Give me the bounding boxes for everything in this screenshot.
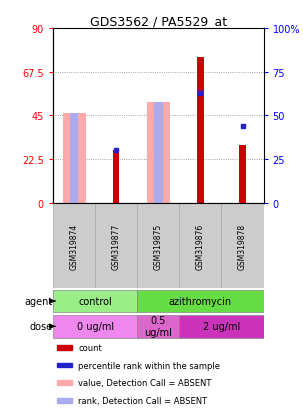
Bar <box>53 290 137 313</box>
Bar <box>57 398 72 403</box>
Bar <box>95 203 137 289</box>
Bar <box>62 114 86 203</box>
Text: 0 ug/ml: 0 ug/ml <box>77 321 114 332</box>
Bar <box>137 315 179 338</box>
Bar <box>154 102 162 203</box>
Text: agent: agent <box>24 296 52 306</box>
Bar <box>239 145 246 203</box>
Bar <box>147 102 170 203</box>
Bar <box>70 114 78 203</box>
Text: 0.5
ug/ml: 0.5 ug/ml <box>145 316 172 337</box>
Bar <box>57 380 72 385</box>
Text: GSM319878: GSM319878 <box>238 223 247 269</box>
Bar <box>197 58 204 203</box>
Text: GSM319875: GSM319875 <box>154 223 163 269</box>
Text: GSM319874: GSM319874 <box>70 223 78 269</box>
Text: rank, Detection Call = ABSENT: rank, Detection Call = ABSENT <box>78 396 208 405</box>
Bar <box>137 290 264 313</box>
Bar <box>53 203 95 289</box>
Bar <box>137 203 179 289</box>
Text: count: count <box>78 343 102 352</box>
Text: control: control <box>78 296 112 306</box>
Text: dose: dose <box>29 321 52 332</box>
Text: value, Detection Call = ABSENT: value, Detection Call = ABSENT <box>78 378 212 387</box>
Text: azithromycin: azithromycin <box>169 296 232 306</box>
Bar <box>179 203 221 289</box>
Text: 2 ug/ml: 2 ug/ml <box>203 321 240 332</box>
Bar <box>179 315 264 338</box>
Bar <box>57 363 72 368</box>
Text: GSM319876: GSM319876 <box>196 223 205 269</box>
Bar <box>113 151 119 203</box>
Title: GDS3562 / PA5529_at: GDS3562 / PA5529_at <box>90 15 227 28</box>
Text: percentile rank within the sample: percentile rank within the sample <box>78 361 220 370</box>
Text: GSM319877: GSM319877 <box>112 223 121 269</box>
Bar <box>57 345 72 350</box>
Bar <box>221 203 264 289</box>
Bar <box>53 315 137 338</box>
